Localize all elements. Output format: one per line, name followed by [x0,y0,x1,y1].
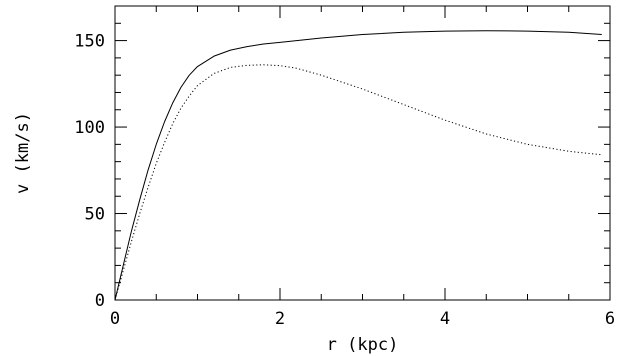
y-tick-label: 50 [85,205,105,225]
plot-frame [114,5,611,301]
y-tick-label: 0 [95,291,105,311]
ticks-layer [114,5,611,301]
x-tick-label: 2 [275,309,285,329]
series-solid-line [114,30,602,301]
x-axis-label: r (kpc) [327,335,399,355]
y-tick-label: 100 [74,118,105,138]
x-tick-label: 6 [605,309,615,329]
y-tick-label: 150 [74,32,105,52]
series-layer [114,30,602,301]
y-axis-label: v (km/s) [13,112,33,194]
series-dotted-line [114,64,602,301]
labels-layer: 0 2 4 6 0 50 100 150 [74,32,615,329]
x-tick-label: 4 [440,309,450,329]
x-tick-label: 0 [110,309,120,329]
